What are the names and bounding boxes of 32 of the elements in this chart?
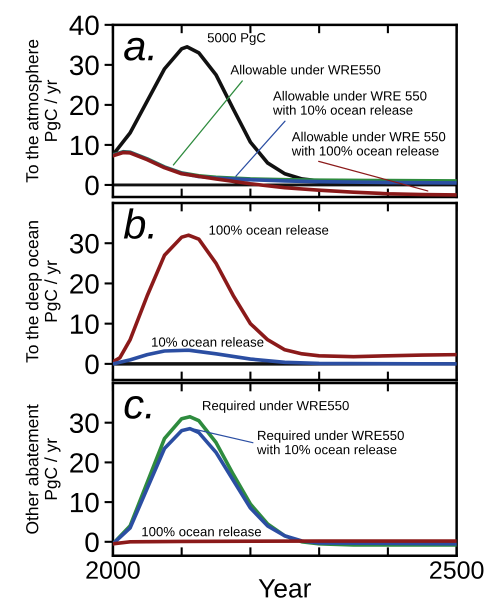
y-tick-label: 40 xyxy=(69,16,99,36)
annotation: Required under WRE550 with 10% ocean release xyxy=(256,430,404,454)
y-axis-title: To the deep ocean PgC / yr xyxy=(26,221,61,363)
y-tick-label: 20 xyxy=(70,96,99,116)
y-tick-label: 10 xyxy=(70,314,99,334)
y-tick-label: 20 xyxy=(70,453,99,473)
annotation: Required under WRE550 xyxy=(203,400,349,413)
line-series xyxy=(112,348,457,366)
chart-title: a. xyxy=(124,38,153,61)
y-tick-label: 30 xyxy=(70,234,99,254)
annotation: 5000 PgC xyxy=(208,33,266,46)
y-tick-label: 10 xyxy=(70,492,99,512)
y-tick-label: 30 xyxy=(70,413,99,434)
y-tick-label: 0 xyxy=(85,176,99,196)
x-tick-label: 2000 xyxy=(86,561,140,579)
annotation: Allowable under WRE550 xyxy=(230,64,380,74)
x-tick-label: 2500 xyxy=(430,561,484,579)
y-tick-label: 0 xyxy=(85,532,99,552)
annotation: Allowable under WRE 550 with 100% ocean release xyxy=(292,132,446,156)
y-tick-label: 30 xyxy=(70,56,99,76)
y-axis-title: To the atmosphere PgC / yr xyxy=(26,40,61,182)
y-tick-label: 0 xyxy=(85,354,99,374)
chart-title: c. xyxy=(124,396,151,419)
annotation: 100% ocean release xyxy=(142,526,262,536)
y-tick-label: 20 xyxy=(70,274,99,294)
annotation: Allowable under WRE 550 with 10% ocean release xyxy=(272,90,426,115)
x-axis-title: Year xyxy=(258,579,312,598)
chart-title: b. xyxy=(124,208,153,239)
y-tick-label: 10 xyxy=(70,136,99,156)
annotation: 100% ocean release xyxy=(210,225,328,235)
annotation: 10% ocean release xyxy=(152,337,264,347)
y-axis-title: Other abatement PgC / yr xyxy=(26,404,61,534)
